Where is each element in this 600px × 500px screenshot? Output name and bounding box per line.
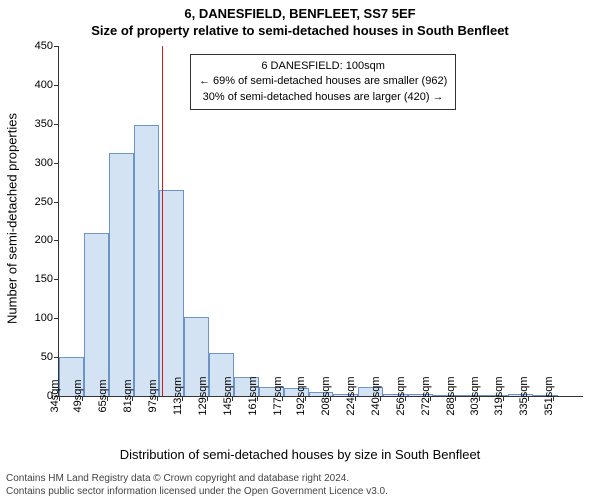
x-tick-label: 113sqm: [168, 377, 184, 415]
x-tick-label: 272sqm: [416, 376, 432, 415]
x-tick-label: 177sqm: [268, 376, 284, 415]
license-footer: Contains HM Land Registry data © Crown c…: [6, 472, 388, 498]
x-tick-label: 49sqm: [68, 379, 84, 412]
x-tick-label: 161sqm: [243, 376, 259, 415]
y-tick-mark: [54, 202, 59, 203]
x-tick-label: 256sqm: [391, 376, 407, 415]
chart-address-title: 6, DANESFIELD, BENFLEET, SS7 5EF: [0, 0, 600, 21]
x-tick-label: 208sqm: [316, 376, 332, 415]
info-box-line: 30% of semi-detached houses are larger (…: [199, 90, 447, 105]
y-tick-mark: [54, 279, 59, 280]
y-tick-mark: [54, 318, 59, 319]
info-box-line: ← 69% of semi-detached houses are smalle…: [199, 74, 447, 89]
x-tick-label: 240sqm: [366, 376, 382, 415]
y-tick-mark: [54, 163, 59, 164]
x-tick-label: 34sqm: [45, 379, 61, 412]
y-tick-mark: [54, 85, 59, 86]
y-tick-mark: [54, 46, 59, 47]
x-tick-label: 81sqm: [118, 379, 134, 412]
x-tick-label: 335sqm: [514, 376, 530, 415]
histogram-bar: [134, 125, 159, 396]
histogram-bar: [84, 233, 109, 396]
x-tick-label: 145sqm: [218, 376, 234, 415]
y-tick-mark: [54, 240, 59, 241]
x-tick-label: 351sqm: [539, 376, 555, 415]
info-box: 6 DANESFIELD: 100sqm← 69% of semi-detach…: [190, 54, 456, 110]
footer-line-2: Contains public sector information licen…: [6, 485, 388, 498]
x-tick-label: 319sqm: [489, 376, 505, 415]
chart-container: 6, DANESFIELD, BENFLEET, SS7 5EF Size of…: [0, 0, 600, 500]
info-box-line: 6 DANESFIELD: 100sqm: [199, 59, 447, 74]
x-tick-label: 65sqm: [93, 379, 109, 412]
x-tick-label: 192sqm: [291, 376, 307, 415]
histogram-bar: [109, 153, 134, 396]
footer-line-1: Contains HM Land Registry data © Crown c…: [6, 472, 388, 485]
x-tick-label: 288sqm: [441, 376, 457, 415]
y-axis-label: Number of semi-detached properties: [5, 99, 20, 339]
x-tick-label: 303sqm: [465, 376, 481, 415]
chart-subtitle: Size of property relative to semi-detach…: [0, 21, 600, 42]
x-tick-label: 224sqm: [341, 376, 357, 415]
reference-line: [162, 46, 163, 396]
x-axis-label: Distribution of semi-detached houses by …: [0, 447, 600, 462]
x-tick-label: 129sqm: [193, 376, 209, 415]
plot-area: 05010015020025030035040045034sqm49sqm65s…: [58, 46, 583, 397]
y-tick-mark: [54, 124, 59, 125]
x-tick-label: 97sqm: [143, 379, 159, 412]
